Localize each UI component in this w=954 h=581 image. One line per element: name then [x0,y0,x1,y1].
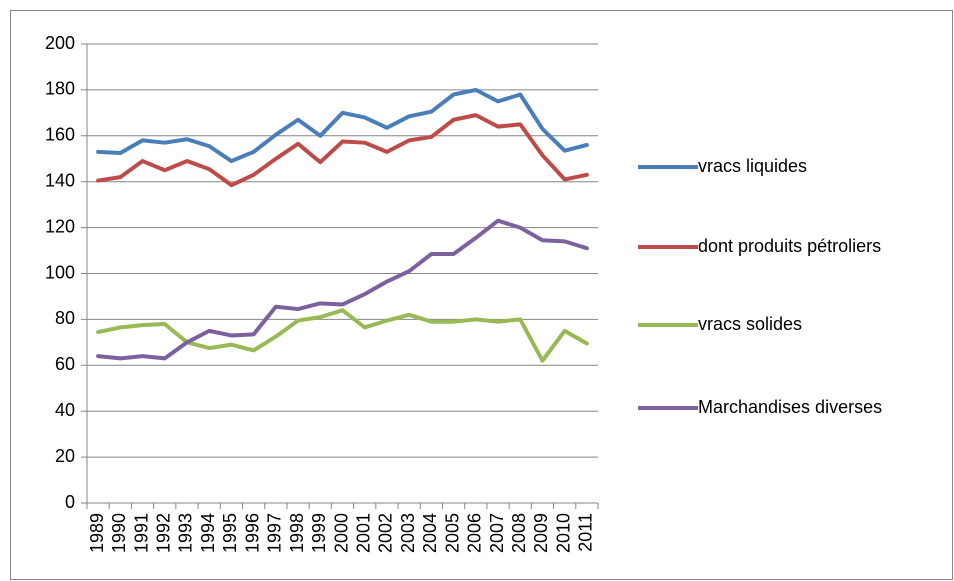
legend-label: vracs solides [698,314,802,334]
legend-label: dont produits pétroliers [698,236,881,256]
x-tick-label: 1993 [176,513,196,553]
series-line [96,218,589,361]
x-tick-label: 2007 [487,513,507,553]
x-tick-label: 1992 [154,513,174,553]
x-tick-label: 2010 [553,513,573,553]
x-tick-label: 1995 [220,513,240,553]
x-tick-label: 2006 [465,513,485,553]
series-line [96,113,589,188]
y-tick-label: 20 [55,446,75,466]
x-tick-label: 2009 [531,513,551,553]
x-tick-label: 1996 [242,513,262,553]
x-tick-label: 2011 [576,513,596,552]
y-tick-label: 100 [45,262,75,282]
x-tick-label: 1989 [87,513,107,553]
y-tick-label: 80 [55,308,75,328]
y-tick-label: 180 [45,79,75,99]
x-tick-label: 2003 [398,513,418,553]
x-tick-label: 1991 [131,513,151,553]
x-tick-label: 2002 [376,513,396,553]
y-tick-label: 60 [55,354,75,374]
series-line [96,308,589,363]
y-tick-label: 160 [45,125,75,145]
x-tick-label: 2000 [331,513,351,553]
y-tick-label: 200 [45,33,75,53]
x-tick-label: 2005 [442,513,462,553]
legend-label: vracs liquides [698,156,807,176]
y-tick-label: 120 [45,216,75,236]
y-tick-label: 40 [55,400,75,420]
x-tick-label: 1997 [265,513,285,553]
series-line [96,87,589,164]
x-tick-label: 1994 [198,513,218,553]
legend-label: Marchandises diverses [698,397,882,417]
x-tick-label: 1998 [287,513,307,553]
y-tick-label: 140 [45,170,75,190]
x-tick-label: 2004 [420,513,440,553]
chart-border [10,10,953,580]
x-tick-label: 2001 [353,513,373,553]
x-tick-label: 2008 [509,513,529,553]
x-tick-label: 1990 [109,513,129,553]
y-tick-label: 0 [65,492,75,512]
x-tick-label: 1999 [309,513,329,553]
